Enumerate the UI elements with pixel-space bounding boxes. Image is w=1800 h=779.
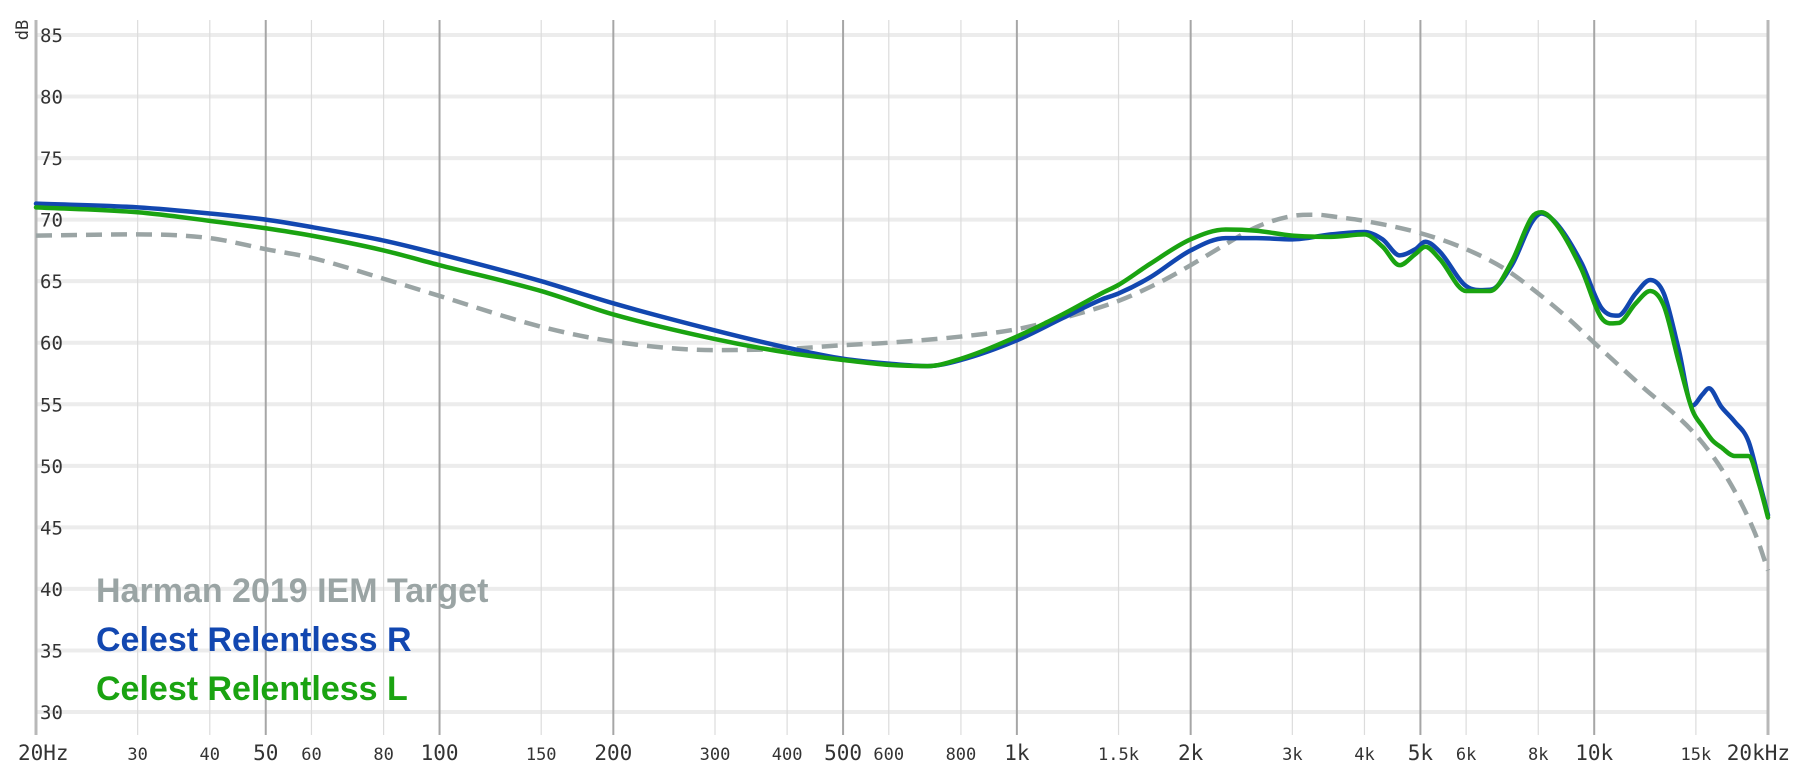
x-tick-label-60: 60 xyxy=(301,745,321,765)
x-tick-label-4k: 4k xyxy=(1354,745,1374,765)
x-tick-label-300: 300 xyxy=(700,745,731,765)
x-tick-label-1-5k: 1.5k xyxy=(1098,745,1139,765)
x-tick-label-20khz: 20kHz xyxy=(1727,741,1790,765)
series-line-celest-relentless-l xyxy=(33,205,1771,520)
x-tick-label-40: 40 xyxy=(200,745,220,765)
y-tick-label-55: 55 xyxy=(40,394,63,416)
series-line-celest-relentless-r xyxy=(33,201,1771,518)
x-tick-label-600: 600 xyxy=(873,745,904,765)
grid xyxy=(34,20,1770,735)
x-tick-label-20hz: 20Hz xyxy=(18,741,69,765)
x-tick-label-100: 100 xyxy=(421,741,459,765)
legend: Harman 2019 IEM Target Celest Relentless … xyxy=(96,572,488,708)
legend-entry-harman-2019-iem-target: Harman 2019 IEM Target xyxy=(96,572,488,610)
x-tick-label-10k: 10k xyxy=(1575,741,1613,765)
series-line-harman-2019-iem-target xyxy=(35,212,1771,572)
y-tick-label-65: 65 xyxy=(40,271,63,293)
legend-entry-celest-relentless-r: Celest Relentless R xyxy=(96,621,412,659)
x-tick-label-2k: 2k xyxy=(1178,741,1204,765)
x-tick-label-50: 50 xyxy=(253,741,278,765)
series-lines xyxy=(33,201,1771,572)
y-axis-ticks: 30 35 40 45 50 55 60 65 70 75 80 85 xyxy=(40,25,63,724)
x-tick-label-800: 800 xyxy=(946,745,977,765)
y-tick-label-80: 80 xyxy=(40,87,63,109)
legend-entry-celest-relentless-l: Celest Relentless L xyxy=(96,670,408,708)
y-tick-label-75: 75 xyxy=(40,148,63,170)
y-tick-label-85: 85 xyxy=(40,25,63,47)
y-axis-unit: dB xyxy=(13,20,33,40)
x-tick-label-30: 30 xyxy=(127,745,147,765)
x-tick-label-3k: 3k xyxy=(1282,745,1302,765)
y-tick-label-45: 45 xyxy=(40,517,63,539)
y-tick-label-40: 40 xyxy=(40,579,63,601)
x-axis-ticks: 20Hz 30 40 50 60 80 100 150 200 300 400 500 600 800 1k… xyxy=(18,741,1790,765)
y-tick-label-35: 35 xyxy=(40,640,63,662)
x-tick-label-15k: 15k xyxy=(1681,745,1712,765)
x-tick-label-6k: 6k xyxy=(1456,745,1476,765)
y-tick-label-60: 60 xyxy=(40,333,63,355)
x-tick-label-5k: 5k xyxy=(1408,741,1434,765)
x-tick-label-500: 500 xyxy=(824,741,862,765)
x-tick-label-400: 400 xyxy=(772,745,803,765)
y-tick-label-70: 70 xyxy=(40,210,63,232)
y-tick-label-50: 50 xyxy=(40,456,63,478)
x-tick-label-200: 200 xyxy=(594,741,632,765)
x-tick-label-150: 150 xyxy=(526,745,557,765)
x-tick-label-80: 80 xyxy=(373,745,393,765)
y-tick-label-30: 30 xyxy=(40,702,63,724)
x-tick-label-1k: 1k xyxy=(1004,741,1030,765)
x-tick-label-8k: 8k xyxy=(1528,745,1548,765)
